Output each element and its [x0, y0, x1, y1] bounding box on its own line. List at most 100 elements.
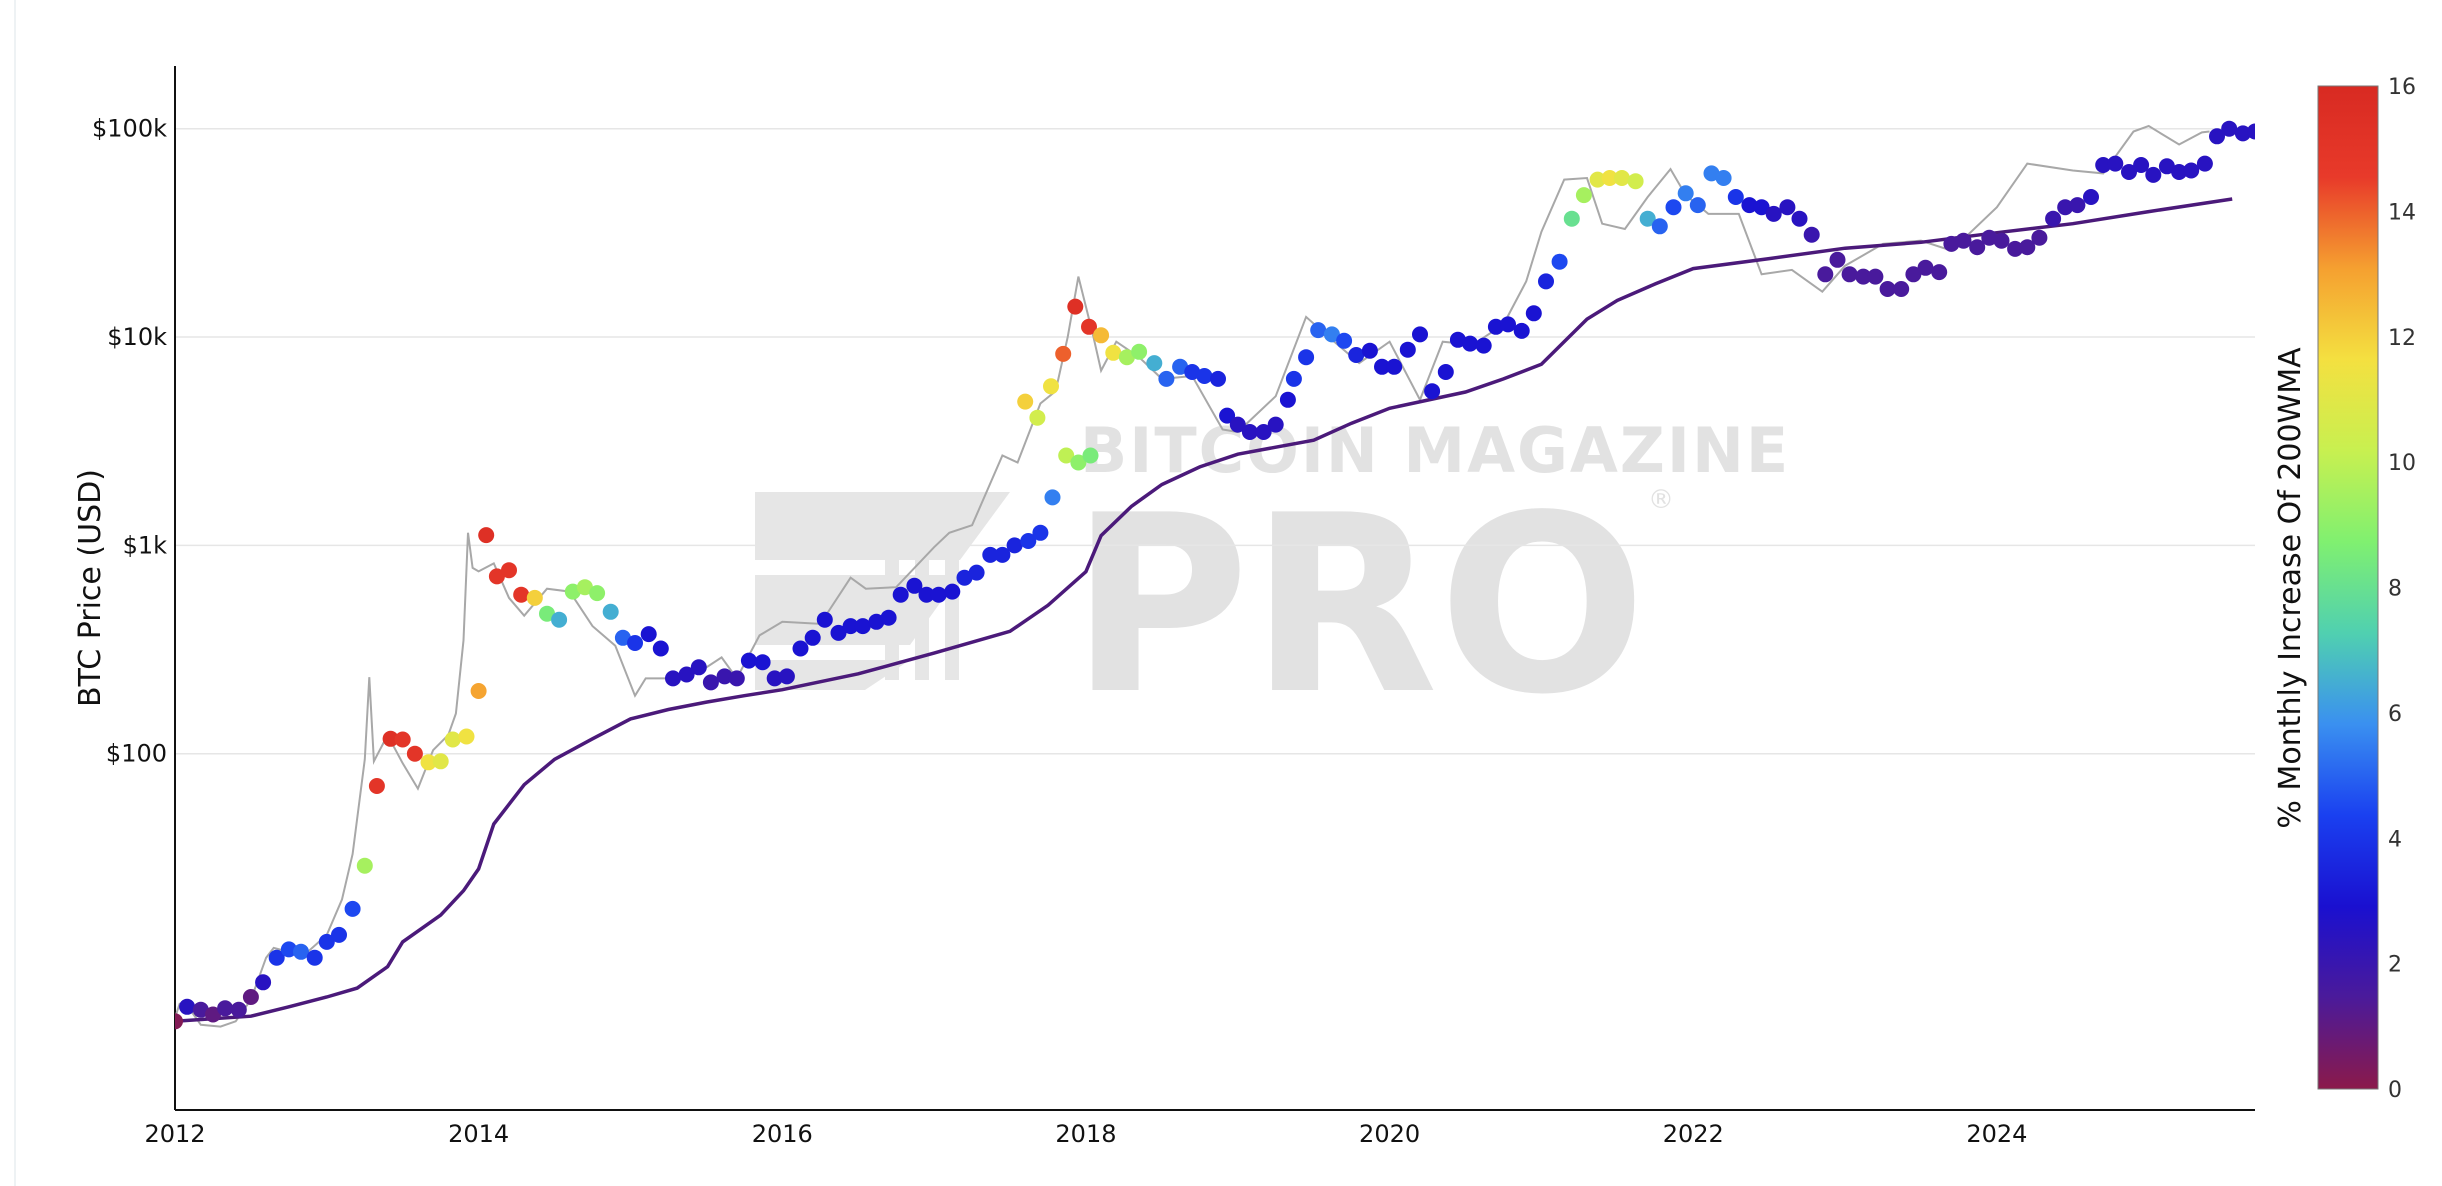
heatmap-marker [1399, 341, 1416, 358]
y-tick-label: $100k [92, 115, 167, 143]
heatmap-marker [1627, 173, 1644, 190]
heatmap-marker [792, 640, 809, 657]
colorbar-title: % Monthly Increase Of 200WMA [2273, 347, 2308, 829]
colorbar-tick-label: 0 [2388, 1078, 2402, 1103]
heatmap-marker [1386, 358, 1403, 375]
heatmap-marker [665, 670, 681, 687]
y-tick-labels: $100 $1k $10k $100k [92, 115, 167, 768]
heatmap-marker [1310, 322, 1327, 339]
heatmap-marker [1575, 187, 1592, 204]
heatmap-marker [1006, 537, 1023, 554]
heatmap-marker [1917, 259, 1934, 276]
heatmap-marker [1146, 355, 1163, 372]
colorbar-tick-labels: 0 2 4 6 8 10 12 14 16 [2388, 75, 2416, 1103]
heatmap-marker [368, 778, 385, 794]
heatmap-marker [175, 1013, 183, 1030]
heatmap-marker [1791, 210, 1808, 227]
heatmap-marker [420, 754, 437, 771]
watermark-registered-mark: ® [1648, 485, 1674, 515]
x-tick-label: 2012 [144, 1120, 205, 1148]
heatmap-marker [1229, 416, 1246, 433]
page-edge-line [14, 0, 16, 1186]
heatmap-marker [432, 753, 449, 770]
heatmap-marker [2209, 128, 2225, 145]
heatmap-marker [2121, 164, 2137, 180]
heatmap-marker [192, 1001, 209, 1018]
heatmap-marker [652, 640, 669, 657]
heatmap-marker [2083, 189, 2099, 205]
heatmap-marker [406, 745, 423, 762]
heatmap-marker [1765, 205, 1782, 222]
y-tick-label: $1k [123, 531, 168, 559]
heatmap-marker [1513, 322, 1530, 339]
heatmap-marker [1665, 199, 1682, 216]
heatmap-marker [1551, 253, 1568, 270]
heatmap-marker [1727, 189, 1744, 205]
heatmap-marker [2145, 166, 2162, 183]
colorbar-tick-label: 10 [2388, 451, 2416, 476]
heatmap-marker [1323, 326, 1340, 343]
heatmap-marker [1969, 239, 1986, 256]
heatmap-marker [1093, 327, 1110, 344]
watermark-logo: BITCOIN MAGAZINE PRO ® [755, 414, 1788, 748]
heatmap-marker [918, 586, 935, 603]
heatmap-marker [842, 618, 859, 635]
heatmap-marker [1081, 318, 1097, 335]
heatmap-marker [1158, 370, 1175, 387]
x-tick-label: 2020 [1359, 1120, 1420, 1148]
heatmap-marker [1361, 342, 1378, 359]
heatmap-marker [1855, 268, 1872, 285]
heatmap-marker [539, 605, 555, 622]
y-tick-label: $100 [106, 740, 167, 768]
heatmap-marker [501, 562, 517, 579]
heatmap-marker [2107, 155, 2124, 172]
heatmap-marker [382, 730, 399, 747]
heatmap-marker [1424, 383, 1441, 400]
heatmap-marker [944, 583, 961, 600]
heatmap-marker [1298, 349, 1315, 366]
heatmap-marker [716, 668, 733, 685]
heatmap-marker [1993, 232, 2010, 249]
colorbar-tick-label: 12 [2388, 326, 2416, 351]
heatmap-marker [2234, 125, 2251, 142]
heatmap-marker [1538, 273, 1554, 290]
heatmap-marker [728, 670, 745, 687]
heatmap-marker [2019, 239, 2036, 256]
heatmap-marker [179, 998, 196, 1015]
heatmap-marker [678, 666, 695, 683]
x-tick-label: 2014 [448, 1120, 509, 1148]
200wma-line [175, 197, 2233, 1024]
heatmap-marker [1020, 533, 1037, 549]
heatmap-marker [1563, 210, 1580, 227]
heatmap-marker [1803, 226, 1820, 243]
colorbar-tick-label: 16 [2388, 75, 2416, 100]
colorbar-tick-label: 4 [2388, 827, 2402, 852]
heatmap-marker [318, 933, 335, 950]
heatmap-marker [458, 728, 475, 745]
heatmap-marker [2196, 155, 2213, 172]
x-tick-label: 2018 [1055, 1120, 1116, 1148]
heatmap-marker [930, 586, 947, 603]
heatmap-marker [740, 652, 757, 669]
heatmap-marker [331, 926, 347, 943]
heatmap-marker [1931, 264, 1948, 281]
colorbar: 0 2 4 6 8 10 12 14 16 % Monthly Increase Of 200W… [2273, 75, 2416, 1103]
heatmap-marker [1525, 305, 1542, 322]
heatmap-marker [868, 613, 885, 630]
heatmap-marker [1374, 358, 1390, 375]
heatmap-marker [1589, 171, 1606, 188]
heatmap-marker [1943, 235, 1960, 252]
heatmap-marker [880, 609, 897, 626]
heatmap-marker [1241, 424, 1258, 440]
heatmap-marker [2247, 123, 2255, 140]
heatmap-marker [478, 527, 495, 544]
heatmap-marker [205, 1006, 221, 1023]
heatmap-marker [1082, 447, 1099, 464]
colorbar-tick-label: 8 [2388, 577, 2402, 602]
heatmap-marker [1905, 266, 1922, 283]
heatmap-marker [1131, 343, 1148, 360]
heatmap-marker [778, 668, 795, 685]
watermark-big-text: PRO [1070, 463, 1647, 748]
colorbar-tick-label: 6 [2388, 702, 2402, 727]
